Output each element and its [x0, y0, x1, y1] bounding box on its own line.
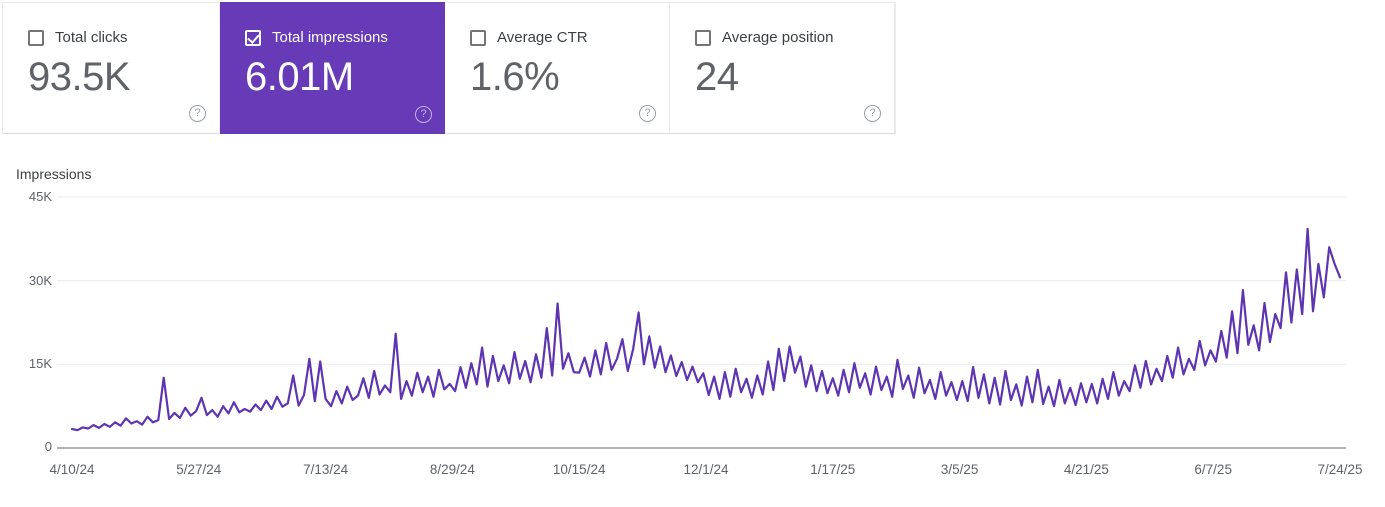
y-axis-tick-label: 15K: [28, 356, 52, 371]
impressions-series-line: [70, 227, 1342, 432]
x-axis-tick-label: 7/24/25: [1317, 462, 1363, 477]
metric-card-label: Average position: [722, 29, 834, 46]
total-clicks-value: 93.5K: [28, 55, 131, 99]
x-axis-tick-label: 12/1/24: [683, 462, 729, 477]
x-axis-tick-label: 1/17/25: [810, 462, 856, 477]
help-icon[interactable]: ?: [415, 106, 432, 123]
y-axis-tick-label: 30K: [28, 273, 52, 288]
x-axis-labels: 4/10/24 5/27/24 7/13/24 8/29/24 10/15/24 12/1…: [0, 462, 1385, 482]
average-ctr-value: 1.6%: [470, 55, 560, 99]
metric-cards-row: Total clicks 93.5K ? Total impressions 6…: [2, 2, 896, 134]
y-axis-tick-label: 0: [44, 439, 52, 454]
metric-card-label: Average CTR: [497, 29, 588, 46]
x-axis-tick-label: 5/27/24: [176, 462, 222, 477]
x-axis-tick-label: 3/5/25: [940, 462, 979, 477]
x-axis-tick-label: 4/10/24: [49, 462, 95, 477]
average-ctr-checkbox[interactable]: [470, 29, 486, 46]
metric-card-label: Total impressions: [272, 29, 388, 46]
average-position-value: 24: [695, 55, 739, 99]
x-axis-tick-label: 7/13/24: [303, 462, 349, 477]
metric-card-total-clicks[interactable]: Total clicks 93.5K ?: [3, 3, 220, 133]
help-icon[interactable]: ?: [189, 105, 206, 122]
total-impressions-value: 6.01M: [245, 55, 354, 99]
total-clicks-checkbox[interactable]: [28, 29, 44, 46]
metric-card-average-position[interactable]: Average position 24 ?: [670, 3, 895, 133]
average-position-checkbox[interactable]: [695, 29, 711, 46]
metric-card-total-impressions[interactable]: Total impressions 6.01M ?: [220, 2, 445, 134]
y-axis-tick-label: 45K: [28, 189, 52, 204]
metric-card-label: Total clicks: [55, 29, 128, 46]
x-axis-tick-label: 6/7/25: [1194, 462, 1232, 477]
chart-axis-title: Impressions: [16, 166, 92, 182]
x-axis-tick-label: 4/21/25: [1063, 462, 1109, 477]
x-axis-tick-label: 8/29/24: [429, 462, 475, 477]
help-icon[interactable]: ?: [864, 105, 881, 122]
help-icon[interactable]: ?: [639, 105, 656, 122]
metric-card-average-ctr[interactable]: Average CTR 1.6% ?: [445, 3, 670, 133]
x-axis-tick-label: 10/15/24: [552, 462, 606, 477]
total-impressions-checkbox-checked[interactable]: [245, 29, 261, 46]
impressions-line-chart[interactable]: [0, 190, 1385, 460]
